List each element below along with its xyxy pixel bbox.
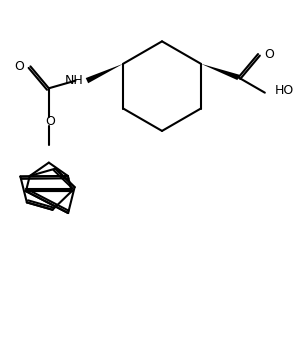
Polygon shape [86, 64, 123, 83]
Polygon shape [201, 64, 239, 80]
Text: NH: NH [64, 74, 83, 87]
Text: O: O [265, 48, 275, 61]
Text: O: O [45, 115, 55, 128]
Text: HO: HO [274, 84, 294, 97]
Text: O: O [14, 60, 24, 73]
